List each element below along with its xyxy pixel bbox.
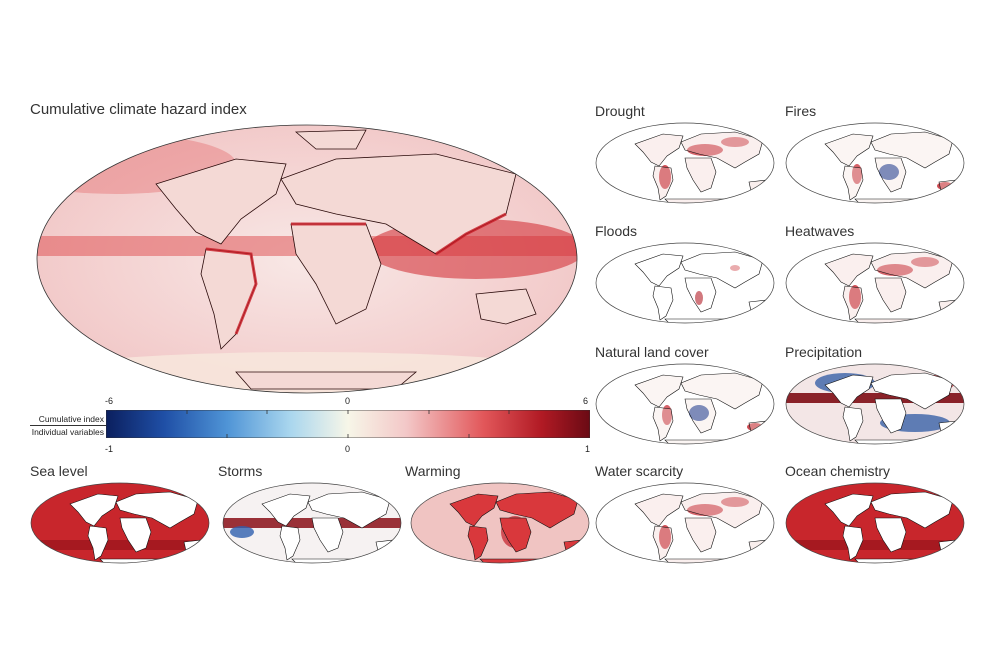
panel-title-sea-level: Sea level [30,463,88,479]
panel-title-precipitation: Precipitation [785,344,863,360]
panel-map-heatwaves [785,242,965,324]
colorbar-tick-top-max: 6 [583,396,589,406]
colorbar-tick-top-mid: 0 [345,396,351,406]
main-map-title: Cumulative climate hazard index [30,101,247,118]
colorbar-tick-top-min: -6 [105,396,114,406]
panel-map-sea-level [30,482,210,564]
panel-title-natural-land-cover: Natural land cover [595,344,709,360]
colorbar-tick-bottom-mid: 0 [345,444,351,454]
panel-map-fires [785,122,965,204]
panel-map-water-scarcity [595,482,775,564]
panel-title-storms: Storms [218,463,263,479]
colorbar [106,410,590,438]
colorbar-tick-bottom-min: -1 [105,444,114,454]
colorbar-label-cumulative: Cumulative index [38,414,104,424]
panel-map-floods [595,242,775,324]
panel-map-storms [222,482,402,564]
panel-map-drought [595,122,775,204]
panel-map-warming [410,482,590,564]
colorbar-tick-bottom-max: 1 [585,444,591,454]
colorbar-label-individual: Individual variables [31,427,104,437]
panel-title-heatwaves: Heatwaves [785,223,855,239]
panel-title-floods: Floods [595,223,638,239]
panel-title-warming: Warming [405,463,461,479]
panel-title-water-scarcity: Water scarcity [595,463,684,479]
panel-title-fires: Fires [785,103,817,119]
panel-map-natural-land-cover [595,363,775,445]
panel-map-ocean-chemistry [785,482,965,564]
colorbar-label-divider [30,425,106,426]
panel-title-ocean-chemistry: Ocean chemistry [785,463,891,479]
panel-map-precipitation [785,363,965,445]
panel-title-drought: Drought [595,103,645,119]
main-hazard-map [36,124,578,394]
